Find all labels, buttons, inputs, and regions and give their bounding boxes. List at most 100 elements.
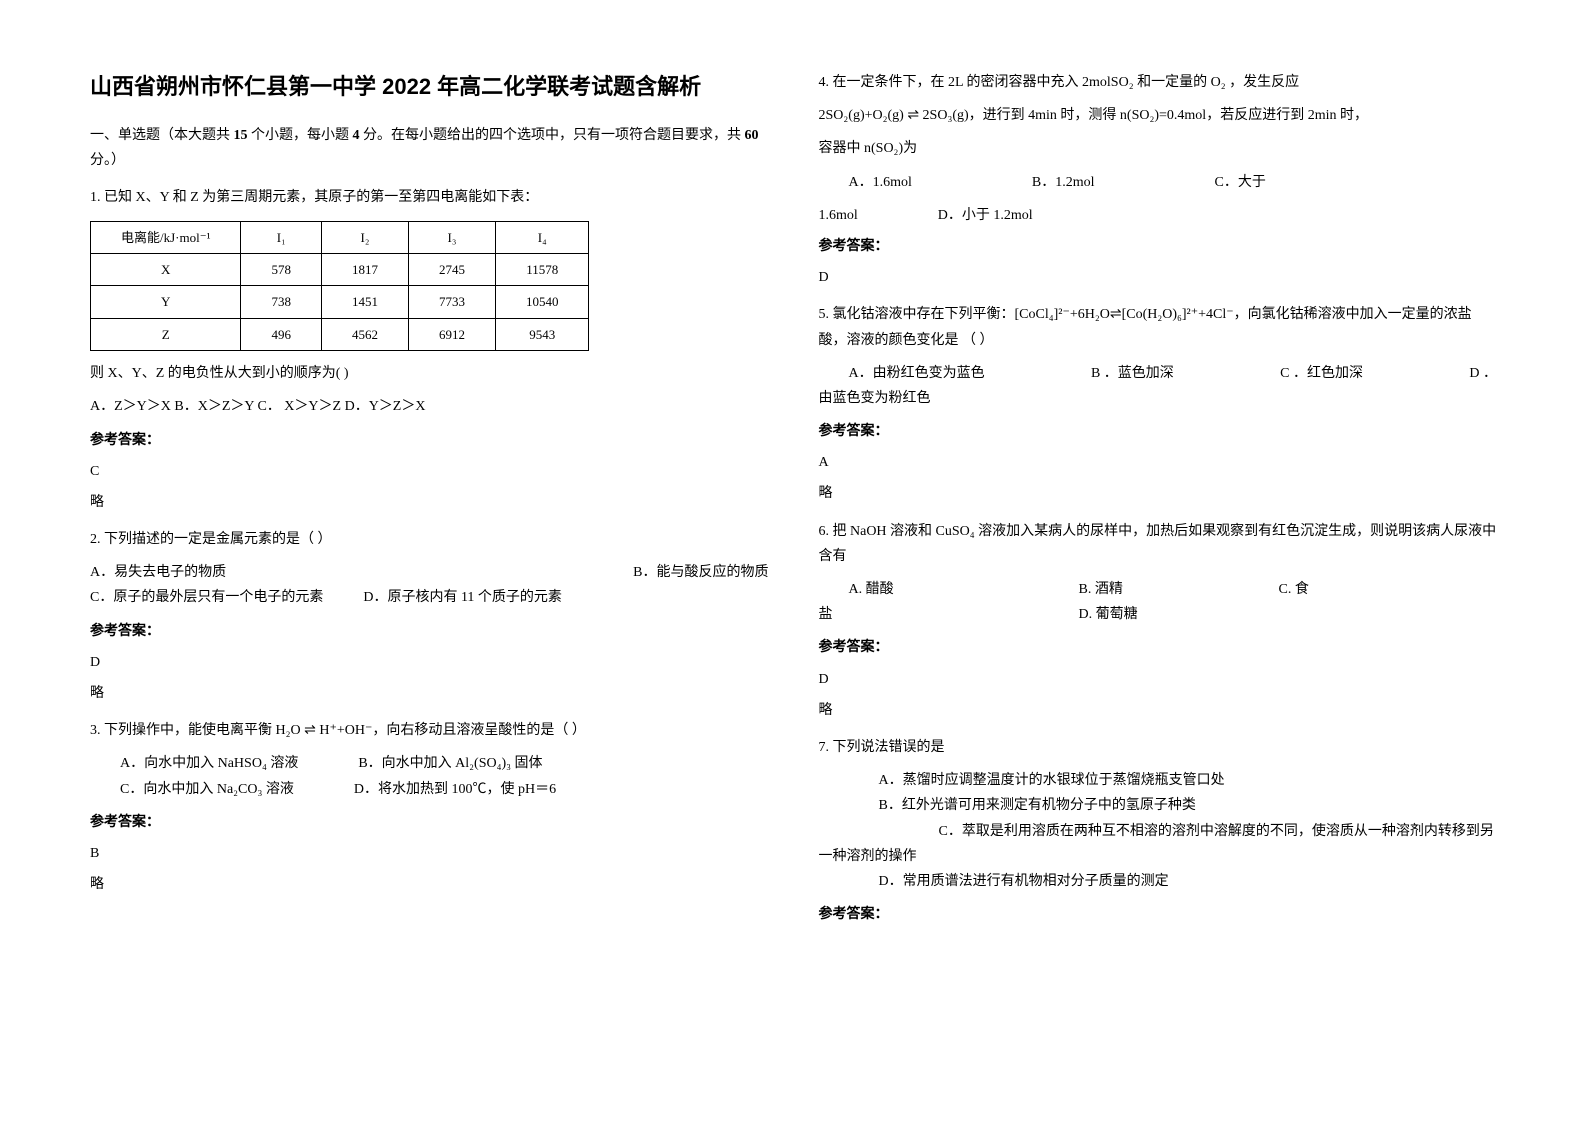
table-cell: 9543 bbox=[495, 318, 589, 350]
q4-options: A．1.6mol B．1.2mol C．大于 bbox=[819, 170, 1498, 195]
q5-options: A．由粉红色变为蓝色 B ．蓝色加深 C ．红色加深 D ． 由蓝色变为粉红色 bbox=[819, 361, 1498, 411]
q3-skip: 略 bbox=[90, 872, 769, 897]
q2-optB: B．能与酸反应的物质 bbox=[633, 560, 768, 585]
section-text: 一、单选题（本大题共 15 个小题，每小题 4 分。在每小题给出的四个选项中，只… bbox=[90, 128, 759, 168]
q6-answer: D bbox=[819, 667, 1498, 692]
answer-label: 参考答案： bbox=[90, 619, 769, 644]
q5-optD-start: D ． bbox=[1469, 361, 1497, 386]
right-column: 4. 在一定条件下，在 2L 的密闭容器中充入 2molSO₂ 和一定量的 O₂… bbox=[819, 70, 1498, 939]
q4-optC: C．大于 bbox=[1215, 170, 1266, 195]
q2-answer: D bbox=[90, 650, 769, 675]
table-row: 电离能/kJ·mol⁻¹ I₁ I₂ I₃ I₄ bbox=[91, 221, 589, 253]
q6-options: A. 醋酸 B. 酒精 C. 食 盐 D. 葡萄糖 bbox=[819, 577, 1498, 627]
q5-optC: C ．红色加深 bbox=[1280, 361, 1363, 386]
answer-label: 参考答案： bbox=[90, 428, 769, 453]
table-cell: 11578 bbox=[495, 253, 589, 285]
q3-options: A．向水中加入 NaHSO₄ 溶液 B．向水中加入 Al₂(SO₄)₃ 固体 C… bbox=[90, 751, 769, 801]
q4-text2: 2SO₂(g)+O₂(g) ⇌ 2SO₃(g)，进行到 4min 时，测得 n(… bbox=[819, 103, 1498, 128]
q2-text: 2. 下列描述的一定是金属元素的是（ ） bbox=[90, 527, 769, 552]
q1-options: A．Z＞Y＞X B．X＞Z＞Y C． X＞Y＞Z D．Y＞Z＞X bbox=[90, 394, 769, 419]
q3-optC: C．向水中加入 Na₂CO₃ 溶液 bbox=[120, 777, 294, 802]
q6-optD: D. 葡萄糖 bbox=[1079, 602, 1138, 627]
q3-optD: D．将水加热到 100℃，使 pH＝6 bbox=[354, 777, 556, 802]
question-5: 5. 氯化钴溶液中存在下列平衡：[CoCl₄]²⁻+6H₂O⇌[Co(H₂O)₆… bbox=[819, 302, 1498, 506]
document-title: 山西省朔州市怀仁县第一中学 2022 年高二化学联考试题含解析 bbox=[90, 70, 769, 103]
q7-options: A．蒸馏时应调整温度计的水银球位于蒸馏烧瓶支管口处 B．红外光谱可用来测定有机物… bbox=[819, 768, 1498, 894]
q6-optB: B. 酒精 bbox=[1079, 577, 1279, 602]
table-row: Y 738 1451 7733 10540 bbox=[91, 286, 589, 318]
table-cell: 6912 bbox=[408, 318, 495, 350]
q1-subtext: 则 X、Y、Z 的电负性从大到小的顺序为( ) bbox=[90, 361, 769, 386]
question-4: 4. 在一定条件下，在 2L 的密闭容器中充入 2molSO₂ 和一定量的 O₂… bbox=[819, 70, 1498, 290]
q4-optB: B．1.2mol bbox=[1032, 170, 1095, 195]
q4-text3: 容器中 n(SO₂)为 bbox=[819, 136, 1498, 161]
question-1: 1. 已知 X、Y 和 Z 为第三周期元素，其原子的第一至第四电离能如下表： 电… bbox=[90, 185, 769, 515]
table-cell: 4562 bbox=[321, 318, 408, 350]
q2-optA: A．易失去电子的物质 bbox=[90, 560, 226, 585]
q3-text: 3. 下列操作中，能使电离平衡 H₂O ⇌ H⁺+OH⁻，向右移动且溶液呈酸性的… bbox=[90, 718, 769, 743]
question-6: 6. 把 NaOH 溶液和 CuSO₄ 溶液加入某病人的尿样中，加热后如果观察到… bbox=[819, 519, 1498, 723]
answer-label: 参考答案： bbox=[819, 902, 1498, 927]
q2-options: A．易失去电子的物质 B．能与酸反应的物质 C．原子的最外层只有一个电子的元素 … bbox=[90, 560, 769, 610]
q4-optA: A．1.6mol bbox=[849, 170, 912, 195]
q7-optD: D．常用质谱法进行有机物相对分子质量的测定 bbox=[819, 869, 1498, 894]
table-row: Z 496 4562 6912 9543 bbox=[91, 318, 589, 350]
table-cell: 496 bbox=[241, 318, 322, 350]
q4-text1: 4. 在一定条件下，在 2L 的密闭容器中充入 2molSO₂ 和一定量的 O₂… bbox=[819, 70, 1498, 95]
q7-optA: A．蒸馏时应调整温度计的水银球位于蒸馏烧瓶支管口处 bbox=[819, 768, 1498, 793]
q5-optB: B ．蓝色加深 bbox=[1091, 361, 1174, 386]
table-cell: 电离能/kJ·mol⁻¹ bbox=[91, 221, 241, 253]
q7-text: 7. 下列说法错误的是 bbox=[819, 735, 1498, 760]
q7-optB: B．红外光谱可用来测定有机物分子中的氢原子种类 bbox=[819, 793, 1498, 818]
table-cell: Y bbox=[91, 286, 241, 318]
q7-optC-wrap: C．萃取是利用溶质在两种互不相溶的溶剂中溶解度的不同，使溶质从一种溶剂内转移到另… bbox=[819, 819, 1498, 869]
q5-optD: 由蓝色变为粉红色 bbox=[819, 386, 1498, 411]
table-cell: 10540 bbox=[495, 286, 589, 318]
page-container: 山西省朔州市怀仁县第一中学 2022 年高二化学联考试题含解析 一、单选题（本大… bbox=[90, 70, 1497, 939]
q4-optC2: 1.6mol bbox=[819, 203, 858, 228]
table-cell: I₁ bbox=[241, 221, 322, 253]
q2-optD: D．原子核内有 11 个质子的元素 bbox=[363, 585, 562, 610]
table-cell: 7733 bbox=[408, 286, 495, 318]
q1-answer: C bbox=[90, 459, 769, 484]
q7-optC: C．萃取是利用溶质在两种互不相溶的溶剂中溶解度的不同，使溶质从一种溶剂内转移到另… bbox=[819, 824, 1494, 864]
q6-optC-end: 盐 bbox=[819, 602, 1079, 627]
table-cell: 1817 bbox=[321, 253, 408, 285]
q3-answer: B bbox=[90, 841, 769, 866]
q6-optC-start: C. 食 bbox=[1279, 577, 1309, 602]
q5-optA: A．由粉红色变为蓝色 bbox=[819, 361, 985, 386]
answer-label: 参考答案： bbox=[819, 419, 1498, 444]
table-cell: 1451 bbox=[321, 286, 408, 318]
q5-text: 5. 氯化钴溶液中存在下列平衡：[CoCl₄]²⁻+6H₂O⇌[Co(H₂O)₆… bbox=[819, 302, 1498, 352]
table-cell: Z bbox=[91, 318, 241, 350]
q4-optD: D．小于 1.2mol bbox=[938, 203, 1033, 228]
q3-optA: A．向水中加入 NaHSO₄ 溶液 bbox=[120, 751, 298, 776]
q1-skip: 略 bbox=[90, 490, 769, 515]
q4-options-line2: 1.6mol D．小于 1.2mol bbox=[819, 203, 1498, 228]
q1-text: 1. 已知 X、Y 和 Z 为第三周期元素，其原子的第一至第四电离能如下表： bbox=[90, 185, 769, 210]
table-cell: I₃ bbox=[408, 221, 495, 253]
table-cell: I₂ bbox=[321, 221, 408, 253]
q5-answer: A bbox=[819, 450, 1498, 475]
table-cell: X bbox=[91, 253, 241, 285]
question-2: 2. 下列描述的一定是金属元素的是（ ） A．易失去电子的物质 B．能与酸反应的… bbox=[90, 527, 769, 706]
section-header: 一、单选题（本大题共 15 个小题，每小题 4 分。在每小题给出的四个选项中，只… bbox=[90, 123, 769, 173]
q1-table: 电离能/kJ·mol⁻¹ I₁ I₂ I₃ I₄ X 578 1817 2745… bbox=[90, 221, 589, 352]
left-column: 山西省朔州市怀仁县第一中学 2022 年高二化学联考试题含解析 一、单选题（本大… bbox=[90, 70, 769, 939]
answer-label: 参考答案： bbox=[819, 635, 1498, 660]
q6-text: 6. 把 NaOH 溶液和 CuSO₄ 溶液加入某病人的尿样中，加热后如果观察到… bbox=[819, 519, 1498, 569]
question-7: 7. 下列说法错误的是 A．蒸馏时应调整温度计的水银球位于蒸馏烧瓶支管口处 B．… bbox=[819, 735, 1498, 927]
answer-label: 参考答案： bbox=[90, 810, 769, 835]
table-cell: 578 bbox=[241, 253, 322, 285]
q5-skip: 略 bbox=[819, 481, 1498, 506]
q6-skip: 略 bbox=[819, 698, 1498, 723]
question-3: 3. 下列操作中，能使电离平衡 H₂O ⇌ H⁺+OH⁻，向右移动且溶液呈酸性的… bbox=[90, 718, 769, 897]
q2-optC: C．原子的最外层只有一个电子的元素 bbox=[90, 585, 323, 610]
table-cell: 2745 bbox=[408, 253, 495, 285]
table-cell: I₄ bbox=[495, 221, 589, 253]
table-cell: 738 bbox=[241, 286, 322, 318]
q3-optB: B．向水中加入 Al₂(SO₄)₃ 固体 bbox=[358, 751, 542, 776]
q2-skip: 略 bbox=[90, 681, 769, 706]
answer-label: 参考答案： bbox=[819, 234, 1498, 259]
table-row: X 578 1817 2745 11578 bbox=[91, 253, 589, 285]
